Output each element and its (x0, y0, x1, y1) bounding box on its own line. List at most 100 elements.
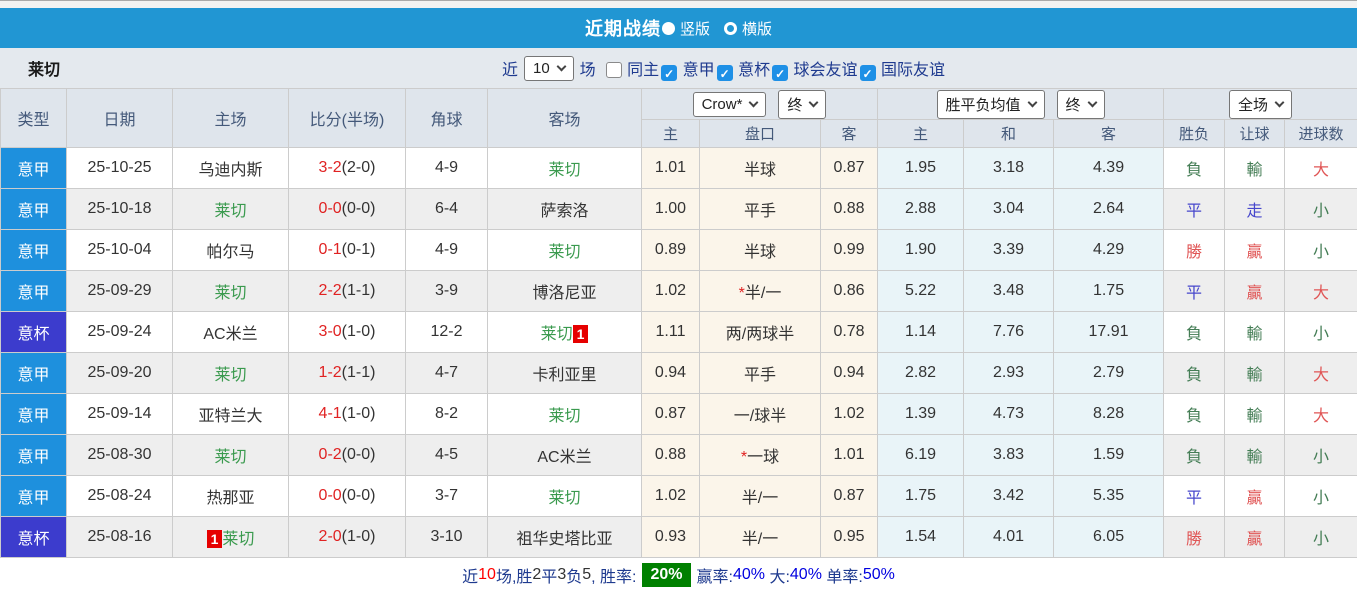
radio-horizontal-layout[interactable] (724, 22, 737, 35)
corners-cell: 8-2 (406, 394, 488, 435)
summary-bar: 近 10 场,胜 2 平 3 负 5 , 胜率: 20% 赢率: 40% 大: … (0, 558, 1357, 592)
summary-text: 赢率: (697, 563, 733, 587)
away-team-cell: 祖华史塔比亚 (488, 517, 642, 558)
radio-horizontal-label[interactable]: 横版 (742, 18, 772, 39)
home-team-cell: AC米兰 (173, 312, 289, 353)
goals-cell: 小 (1285, 312, 1357, 353)
home-team-cell: 莱切 (173, 271, 289, 312)
odds-home: 1.14 (878, 312, 964, 353)
ah-line-cell: 半球 (700, 230, 821, 271)
odds-away: 1.75 (1054, 271, 1164, 312)
recent-label: 近 (502, 56, 518, 80)
home-team-cell: 帕尔马 (173, 230, 289, 271)
match-date: 25-08-30 (67, 435, 173, 476)
match-date: 25-09-24 (67, 312, 173, 353)
average-period-select[interactable]: 终 (1057, 90, 1105, 119)
ah-line-cell: 两/两球半 (700, 312, 821, 353)
handicap-result-cell: 贏 (1225, 476, 1285, 517)
corners-cell: 3-10 (406, 517, 488, 558)
team-name-text: 莱切 (541, 326, 573, 343)
sub-header-odds-away: 客 (1054, 120, 1164, 148)
filter-bar: 莱切 近 10 场 同主 ✓ 意甲 ✓ 意杯 ✓ 球会友谊 ✓ 国际友谊 (0, 48, 1357, 88)
ah-home-odds: 1.02 (642, 271, 700, 312)
home-team-cell: 莱切 (173, 189, 289, 230)
odds-draw: 4.01 (964, 517, 1054, 558)
team-name-text: 祖华史塔比亚 (516, 531, 612, 548)
fulltime-score: 1-2 (319, 364, 342, 381)
odds-away: 17.91 (1054, 312, 1164, 353)
match-date: 25-10-04 (67, 230, 173, 271)
corners-cell: 4-7 (406, 353, 488, 394)
scope-select[interactable]: 全场 (1229, 90, 1292, 119)
fulltime-score: 2-2 (319, 282, 342, 299)
score-cell: 2-0(1-0) (289, 517, 406, 558)
fulltime-score: 3-2 (319, 159, 342, 176)
italy-cup-checkbox[interactable]: ✓ (717, 65, 733, 81)
corners-cell: 4-9 (406, 148, 488, 189)
ah-away-odds: 0.99 (821, 230, 878, 271)
match-type-badge: 意甲 (1, 230, 67, 271)
handicap-result-cell: 輸 (1225, 435, 1285, 476)
summary-text: 大: (769, 563, 789, 587)
col-header-home: 主场 (173, 89, 289, 148)
odds-group-header: 胜平负均值 终 (878, 89, 1164, 120)
halftime-score: (1-1) (342, 364, 376, 381)
odds-home: 1.39 (878, 394, 964, 435)
result-cell: 平 (1164, 271, 1225, 312)
score-cell: 0-1(0-1) (289, 230, 406, 271)
team-name-text: 帕尔马 (206, 244, 254, 261)
fulltime-score: 0-2 (319, 446, 342, 463)
match-type-badge: 意甲 (1, 435, 67, 476)
serie-a-checkbox[interactable]: ✓ (661, 65, 677, 81)
radio-vertical-layout[interactable] (662, 22, 675, 35)
team-name-text: 莱切 (214, 203, 246, 220)
intl-friendly-checkbox[interactable]: ✓ (860, 65, 876, 81)
match-date: 25-08-16 (67, 517, 173, 558)
club-friendly-checkbox[interactable]: ✓ (772, 65, 788, 81)
match-type-badge: 意杯 (1, 517, 67, 558)
goals-cell: 小 (1285, 476, 1357, 517)
match-date: 25-09-14 (67, 394, 173, 435)
fulltime-score: 4-1 (319, 405, 342, 422)
odds-draw: 3.83 (964, 435, 1054, 476)
same-home-checkbox[interactable] (606, 62, 622, 78)
ah-home-odds: 0.87 (642, 394, 700, 435)
away-team-cell: 萨索洛 (488, 189, 642, 230)
odds-home: 1.95 (878, 148, 964, 189)
radio-vertical-label[interactable]: 竖版 (680, 18, 710, 39)
recent-count-select[interactable]: 10 (524, 56, 574, 81)
bookmaker-period-select[interactable]: 终 (778, 90, 826, 119)
handicap-result-cell: 輸 (1225, 148, 1285, 189)
odds-away: 6.05 (1054, 517, 1164, 558)
goals-cell: 大 (1285, 353, 1357, 394)
goals-cell: 小 (1285, 230, 1357, 271)
page-title: 近期战绩 (585, 15, 661, 41)
odds-away: 2.64 (1054, 189, 1164, 230)
match-date: 25-09-20 (67, 353, 173, 394)
team-name-text: 莱切 (548, 244, 580, 261)
ah-line-cell: 平手 (700, 353, 821, 394)
bookmaker-select[interactable]: Crow* (693, 92, 767, 117)
team-name-text: 亚特兰大 (198, 408, 262, 425)
team-name-text: 莱切 (548, 408, 580, 425)
away-team-cell: 博洛尼亚 (488, 271, 642, 312)
summary-win-pct: 40% (733, 566, 765, 584)
average-odds-select[interactable]: 胜平负均值 (937, 90, 1045, 119)
odds-draw: 3.48 (964, 271, 1054, 312)
match-type-badge: 意甲 (1, 394, 67, 435)
halftime-score: (0-0) (342, 200, 376, 217)
score-cell: 2-2(1-1) (289, 271, 406, 312)
match-date: 25-08-24 (67, 476, 173, 517)
ah-home-odds: 0.94 (642, 353, 700, 394)
odds-away: 5.35 (1054, 476, 1164, 517)
result-cell: 平 (1164, 189, 1225, 230)
match-type-badge: 意甲 (1, 271, 67, 312)
sub-header-odds-draw: 和 (964, 120, 1054, 148)
